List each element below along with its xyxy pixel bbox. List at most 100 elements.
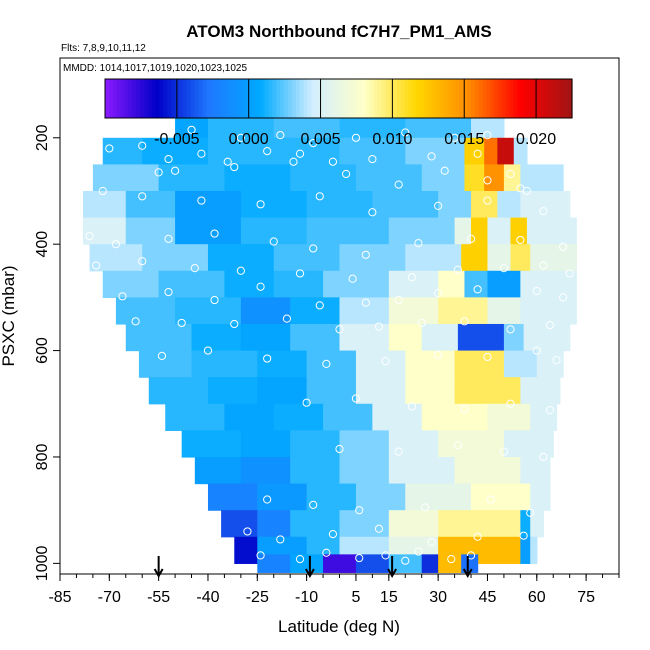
observation-point bbox=[506, 325, 515, 334]
heatmap-cell bbox=[520, 510, 531, 538]
observation-point bbox=[539, 452, 548, 462]
colorbar-swatch bbox=[416, 79, 421, 118]
heatmap-cell bbox=[102, 137, 143, 165]
observation-point bbox=[434, 350, 443, 359]
colorbar-tick-label: -0.005 bbox=[154, 131, 199, 148]
observation-point bbox=[85, 232, 94, 241]
observation-point bbox=[223, 157, 232, 166]
colorbar-swatch bbox=[213, 79, 219, 118]
colorbar-swatch bbox=[210, 79, 215, 118]
observation-point bbox=[559, 242, 568, 251]
observation-point bbox=[499, 447, 509, 456]
heatmap-cell bbox=[175, 190, 242, 219]
observation-point bbox=[483, 131, 492, 140]
observation-point bbox=[315, 192, 324, 201]
heatmap-cell bbox=[240, 456, 291, 485]
heatmap-cell bbox=[438, 430, 505, 458]
observation-point bbox=[243, 527, 252, 536]
observation-point bbox=[164, 287, 173, 297]
observation-point bbox=[394, 180, 403, 189]
colorbar-swatch bbox=[342, 79, 347, 118]
heatmap-cell bbox=[438, 510, 521, 538]
observation-point bbox=[483, 176, 492, 185]
heatmap-cell bbox=[388, 554, 423, 573]
heatmap-cell bbox=[257, 483, 308, 511]
colorbar-swatch bbox=[338, 79, 343, 118]
heatmap-cell bbox=[273, 270, 324, 298]
observation-point bbox=[138, 192, 147, 201]
observation-point bbox=[407, 402, 416, 411]
heatmap-cell bbox=[240, 323, 291, 352]
heatmap-cell bbox=[83, 217, 127, 245]
heatmap-cell bbox=[257, 510, 291, 538]
heatmap-cell bbox=[306, 190, 373, 219]
heatmap-cell bbox=[224, 403, 275, 431]
colorbar-swatch bbox=[120, 79, 126, 118]
colorbar-swatch bbox=[171, 79, 176, 118]
colorbar-swatch bbox=[276, 79, 281, 118]
observation-point bbox=[256, 200, 265, 209]
heatmap-cell bbox=[102, 270, 160, 298]
x-tick-label: -55 bbox=[147, 589, 170, 606]
heatmap-cell bbox=[438, 190, 472, 219]
colorbar-swatch bbox=[155, 79, 161, 118]
colorbar-swatch bbox=[136, 79, 141, 118]
observation-point bbox=[335, 325, 344, 334]
y-tick-label: 400 bbox=[34, 231, 51, 258]
observation-point bbox=[532, 346, 541, 355]
heatmap-cell bbox=[257, 350, 308, 378]
observation-point bbox=[309, 244, 318, 253]
observation-point bbox=[414, 547, 423, 556]
heatmap-cell bbox=[421, 323, 459, 352]
x-tick-label: -70 bbox=[98, 589, 121, 606]
observation-point bbox=[256, 551, 265, 560]
heatmap-cell bbox=[510, 217, 528, 245]
heatmap-cell bbox=[388, 297, 439, 325]
colorbar-swatch bbox=[319, 79, 324, 118]
colorbar-swatch bbox=[221, 79, 227, 118]
observation-point bbox=[374, 322, 384, 331]
observation-point bbox=[355, 553, 364, 563]
heatmap-cell bbox=[526, 217, 577, 245]
heatmap-cell bbox=[536, 350, 564, 378]
colorbar-swatch bbox=[264, 79, 270, 118]
observation-point bbox=[394, 447, 403, 456]
y-axis-label: PSXC (mbar) bbox=[0, 265, 18, 366]
observation-point bbox=[368, 208, 377, 217]
heatmap-cell bbox=[125, 190, 176, 219]
heatmap-cell bbox=[224, 270, 275, 298]
colorbar-swatch bbox=[260, 79, 266, 118]
heatmap-cell bbox=[454, 217, 472, 245]
heatmap-cell bbox=[503, 323, 525, 352]
observation-point bbox=[295, 149, 305, 158]
observation-point bbox=[420, 503, 430, 512]
heatmap-cell bbox=[503, 430, 554, 458]
colorbar-swatch bbox=[377, 79, 382, 118]
heatmap-cell bbox=[461, 244, 489, 272]
flights-label: Flts: 7,8,9,10,11,12 bbox=[61, 43, 146, 54]
heatmap-cell bbox=[503, 350, 538, 378]
heatmap-cell bbox=[125, 323, 193, 352]
heatmap-cell bbox=[487, 270, 521, 298]
x-tick-label: -40 bbox=[196, 589, 219, 606]
colorbar-swatch bbox=[167, 79, 172, 118]
observation-point bbox=[361, 298, 370, 307]
y-tick-label: 800 bbox=[34, 444, 51, 471]
observation-point bbox=[401, 128, 410, 137]
heatmap-cell bbox=[339, 323, 390, 352]
colorbar-swatch bbox=[202, 79, 207, 118]
observation-point bbox=[519, 531, 528, 540]
heatmap-cell bbox=[148, 377, 209, 405]
colorbar-swatch bbox=[435, 79, 441, 118]
observation-point bbox=[381, 551, 390, 560]
heatmap-cell bbox=[388, 323, 423, 352]
heatmap-cell bbox=[405, 483, 472, 511]
observation-point bbox=[453, 265, 462, 274]
colorbar-swatch bbox=[311, 79, 316, 118]
colorbar-swatch bbox=[447, 79, 452, 118]
heatmap-layer bbox=[83, 111, 577, 573]
heatmap-cell bbox=[438, 297, 489, 325]
colorbar-swatch bbox=[124, 79, 129, 118]
heatmap-cell bbox=[290, 297, 341, 325]
colorbar-swatch bbox=[424, 79, 429, 118]
